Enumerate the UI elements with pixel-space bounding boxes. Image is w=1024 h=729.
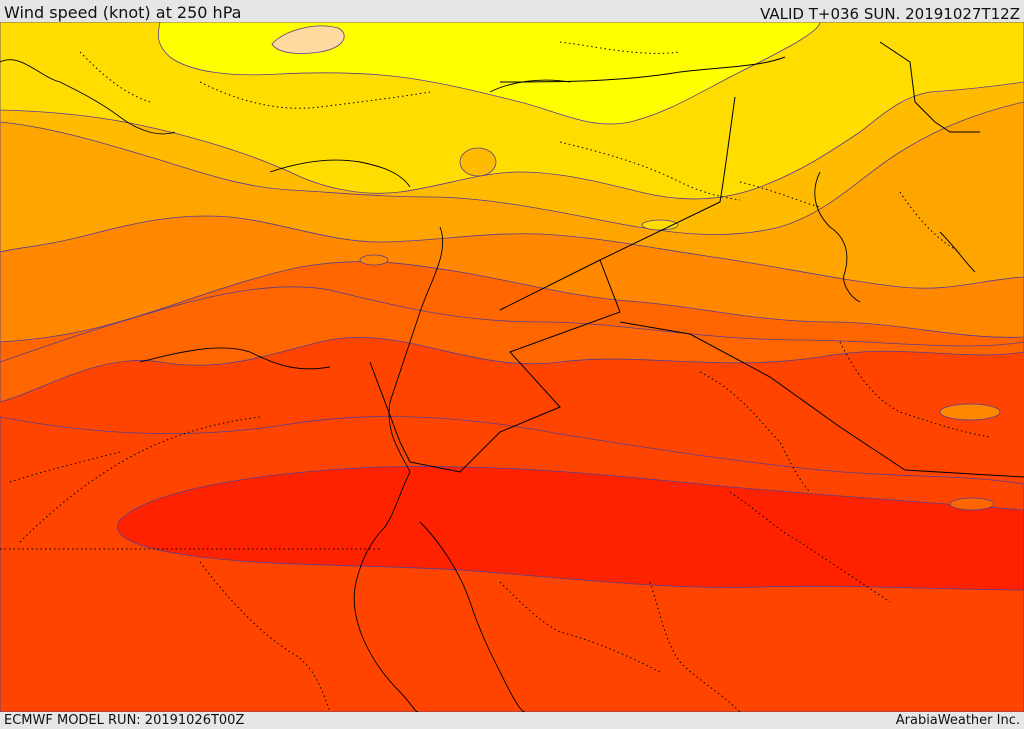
band-pale-spot <box>271 25 345 54</box>
map-title: Wind speed (knot) at 250 hPa <box>4 3 242 22</box>
header-bar: Wind speed (knot) at 250 hPa VALID T+036… <box>0 0 1024 23</box>
wind-speed-map <box>0 22 1024 712</box>
political-borders <box>369 41 1024 478</box>
contour-island-1 <box>459 147 497 177</box>
contour-island-3 <box>949 497 995 511</box>
contour-island-5 <box>641 219 679 231</box>
credit-label: ArabiaWeather Inc. <box>895 713 1020 728</box>
valid-time-label: VALID T+036 SUN. 20191027T12Z <box>760 5 1020 23</box>
internal-boundaries <box>0 41 991 712</box>
footer-bar: ECMWF MODEL RUN: 20191026T00Z ArabiaWeat… <box>0 712 1024 729</box>
contour-island-4 <box>359 254 389 266</box>
coastlines <box>0 59 976 712</box>
map-canvas <box>0 22 1024 712</box>
band-red-jet-core <box>117 466 1024 591</box>
contour-island-2 <box>939 403 1001 421</box>
model-run-label: ECMWF MODEL RUN: 20191026T00Z <box>4 713 245 728</box>
